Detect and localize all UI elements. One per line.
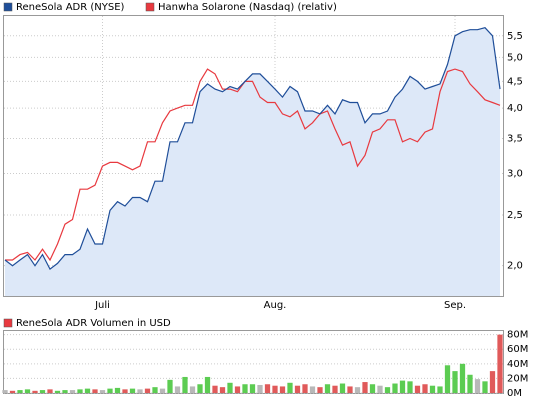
volume-bar	[482, 381, 488, 393]
volume-bar	[152, 387, 158, 393]
volume-bar	[39, 390, 46, 393]
y-tick-label: 5,0	[507, 52, 523, 63]
legend-swatch	[3, 318, 13, 328]
volume-bar	[189, 386, 196, 393]
volume-bar	[347, 386, 353, 393]
volume-bar	[129, 388, 136, 393]
volume-bar	[467, 374, 473, 393]
volume-bar	[84, 388, 91, 393]
y-tick-label: 3,0	[507, 169, 523, 180]
volume-bar	[249, 384, 256, 393]
volume-bar	[54, 390, 61, 393]
volume-bar	[279, 386, 286, 393]
volume-bar	[459, 363, 466, 393]
volume-bar	[257, 384, 263, 393]
volume-bar	[197, 384, 203, 393]
volume-bar	[122, 389, 128, 393]
volume-bar	[92, 389, 98, 393]
x-tick-label: Sep.	[444, 300, 466, 311]
volume-bar	[324, 384, 331, 393]
volume-bar	[182, 376, 188, 393]
x-tick-label: Juli	[94, 300, 110, 311]
volume-bar	[32, 390, 38, 393]
volume-bar	[204, 376, 211, 393]
volume-bar	[407, 381, 413, 393]
volume-bar	[234, 386, 241, 393]
volume-bar	[294, 385, 301, 393]
y-tick-label: 4,5	[507, 76, 523, 87]
volume-bar	[17, 390, 23, 393]
volume-bar	[399, 380, 406, 393]
volume-bar	[24, 389, 31, 393]
volume-bar	[309, 386, 316, 393]
volume-bar	[354, 387, 361, 393]
volume-bar	[227, 382, 233, 393]
volume-bar	[77, 389, 83, 393]
volume-bar	[69, 390, 76, 393]
volume-bar	[429, 385, 436, 393]
legend-swatch	[145, 2, 155, 12]
volume-bar	[489, 371, 496, 393]
line	[5, 68, 501, 262]
volume-bar	[107, 388, 113, 393]
y-tick-label: 40M	[507, 359, 528, 370]
volume-bar	[174, 386, 181, 393]
volume-bar	[452, 371, 458, 393]
volume-bar	[137, 389, 143, 393]
legend-label: ReneSola ADR Volumen in USD	[16, 318, 171, 329]
y-tick-label: 4,0	[507, 103, 523, 114]
y-tick-label: 2,0	[507, 261, 523, 272]
y-tick-label: 2,5	[507, 210, 523, 221]
volume-bar	[437, 386, 443, 393]
volume-bar	[332, 385, 338, 393]
volume-frame	[3, 330, 504, 394]
volume-bar	[144, 388, 151, 393]
volume-bar	[377, 385, 383, 393]
volume-bar	[114, 387, 121, 393]
volume-bar	[497, 334, 503, 393]
area	[5, 27, 500, 296]
price-frame	[3, 15, 504, 297]
volume-bar	[287, 382, 293, 393]
legend-label: ReneSola ADR (NYSE)	[16, 2, 125, 13]
volume-bar	[9, 390, 16, 393]
volume-bar	[212, 385, 218, 393]
y-tick-label: 60M	[507, 344, 528, 355]
volume-bar	[219, 387, 226, 393]
y-tick-label: 3,5	[507, 133, 523, 144]
volume-bar	[362, 382, 368, 393]
volume-bar	[2, 390, 8, 393]
volume-bar	[392, 383, 398, 393]
y-tick-label: 80M	[507, 330, 528, 341]
volume-bar	[474, 379, 481, 393]
volume-bar	[264, 384, 271, 393]
volume-bar	[272, 385, 278, 393]
y-tick-label: 20M	[507, 373, 528, 384]
volume-bar	[99, 390, 106, 393]
volume-bar	[369, 384, 376, 393]
volume-bar	[167, 379, 173, 393]
volume-bar	[159, 388, 166, 393]
volume-bar	[414, 385, 421, 393]
volume-bar	[317, 387, 323, 393]
volume-bar	[47, 389, 53, 393]
volume-bar	[62, 390, 68, 393]
volume-bar	[339, 383, 346, 393]
volume-bar	[384, 387, 391, 393]
line	[4, 27, 501, 271]
volume-bar	[302, 384, 308, 393]
volume-bar	[242, 384, 248, 393]
volume-bar	[422, 384, 428, 393]
y-tick-label: 0M	[507, 388, 522, 399]
y-tick-label: 5,5	[507, 31, 523, 42]
volume-bar	[444, 365, 451, 393]
legend-label: Hanwha Solarone (Nasdaq) (relativ)	[158, 2, 337, 13]
x-tick-label: Aug.	[264, 300, 287, 311]
legend-swatch	[3, 2, 13, 12]
